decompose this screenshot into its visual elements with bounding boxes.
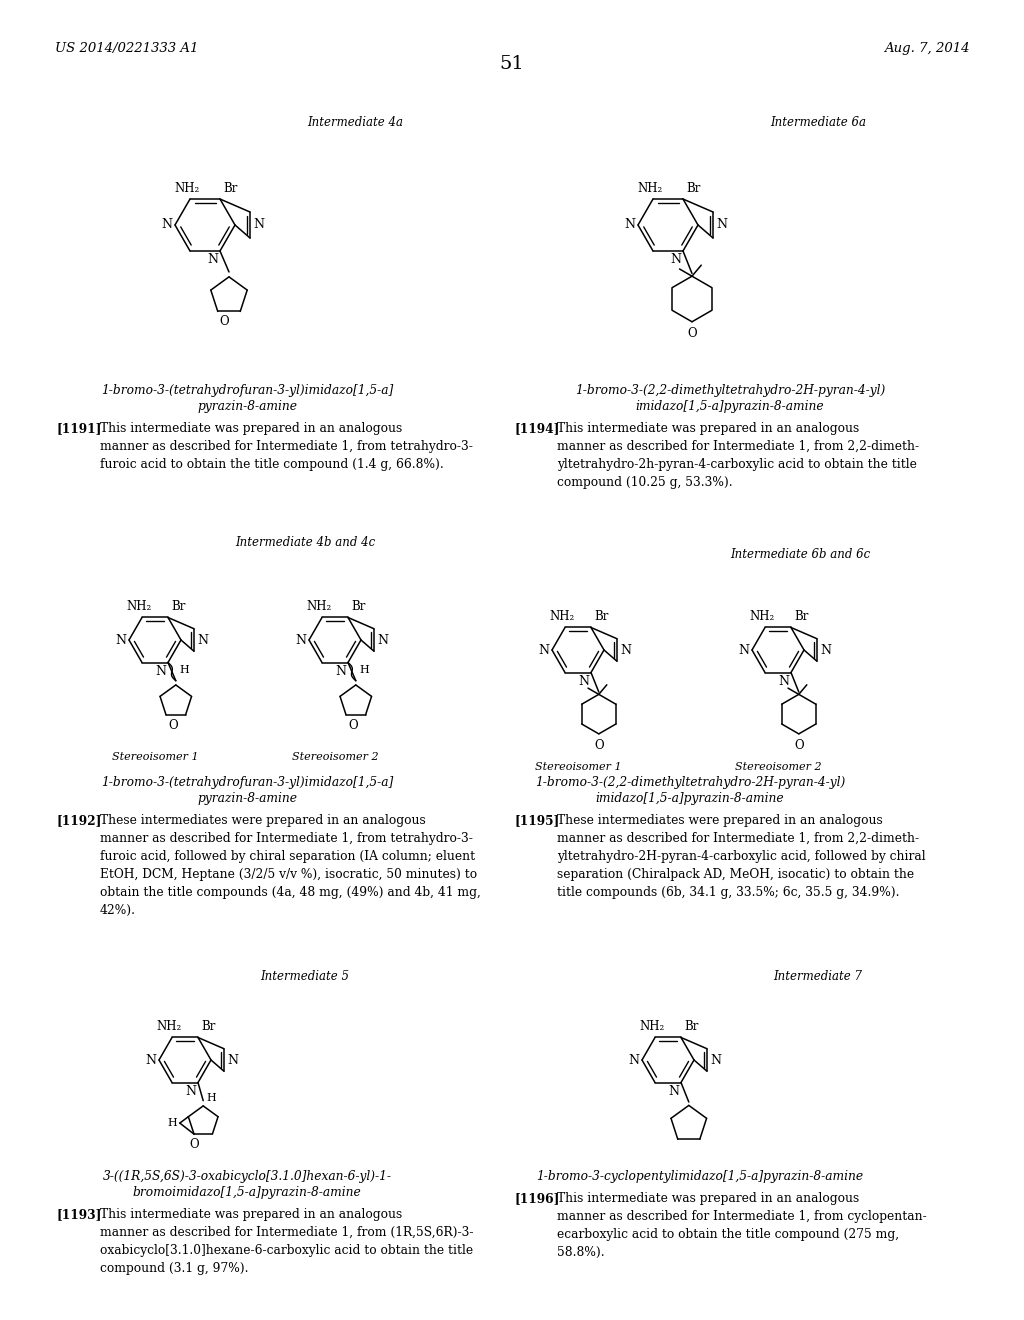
Text: Br: Br xyxy=(686,182,700,195)
Text: These intermediates were prepared in an analogous
manner as described for Interm: These intermediates were prepared in an … xyxy=(557,814,926,899)
Text: H: H xyxy=(206,1093,216,1104)
Text: O: O xyxy=(594,739,603,752)
Text: NH₂: NH₂ xyxy=(126,601,152,614)
Text: Br: Br xyxy=(201,1020,215,1034)
Text: This intermediate was prepared in an analogous
manner as described for Intermedi: This intermediate was prepared in an ana… xyxy=(557,422,920,488)
Text: 51: 51 xyxy=(500,55,524,73)
Text: Intermediate 5: Intermediate 5 xyxy=(260,970,349,983)
Text: pyrazin-8-amine: pyrazin-8-amine xyxy=(197,400,297,413)
Text: This intermediate was prepared in an analogous
manner as described for Intermedi: This intermediate was prepared in an ana… xyxy=(557,1192,927,1259)
Text: N: N xyxy=(778,675,790,688)
Text: Intermediate 4a: Intermediate 4a xyxy=(307,116,403,129)
Text: N: N xyxy=(628,1053,639,1067)
Text: NH₂: NH₂ xyxy=(549,610,574,623)
Text: O: O xyxy=(168,719,178,731)
Text: 1-bromo-3-cyclopentylimidazo[1,5-a]pyrazin-8-amine: 1-bromo-3-cyclopentylimidazo[1,5-a]pyraz… xyxy=(537,1170,863,1183)
Text: O: O xyxy=(794,739,804,752)
Text: 1-bromo-3-(tetrahydrofuran-3-yl)imidazo[1,5-a]: 1-bromo-3-(tetrahydrofuran-3-yl)imidazo[… xyxy=(101,384,393,397)
Text: N: N xyxy=(716,219,727,231)
Text: Br: Br xyxy=(684,1020,698,1034)
Text: Intermediate 7: Intermediate 7 xyxy=(773,970,862,983)
Text: Intermediate 6b and 6c: Intermediate 6b and 6c xyxy=(730,548,870,561)
Text: This intermediate was prepared in an analogous
manner as described for Intermedi: This intermediate was prepared in an ana… xyxy=(100,1208,473,1275)
Text: Br: Br xyxy=(351,601,366,614)
Text: O: O xyxy=(348,719,357,731)
Text: N: N xyxy=(185,1085,196,1097)
Text: 1-bromo-3-(2,2-dimethyltetrahydro-2H-pyran-4-yl): 1-bromo-3-(2,2-dimethyltetrahydro-2H-pyr… xyxy=(535,776,845,789)
Text: Br: Br xyxy=(594,610,608,623)
Text: Intermediate 4b and 4c: Intermediate 4b and 4c xyxy=(234,536,375,549)
Text: Intermediate 6a: Intermediate 6a xyxy=(770,116,866,129)
Text: [1193]: [1193] xyxy=(56,1208,101,1221)
Text: Stereoisomer 1: Stereoisomer 1 xyxy=(112,752,199,762)
Text: N: N xyxy=(578,675,589,688)
Text: 1-bromo-3-(tetrahydrofuran-3-yl)imidazo[1,5-a]: 1-bromo-3-(tetrahydrofuran-3-yl)imidazo[… xyxy=(101,776,393,789)
Text: Stereoisomer 1: Stereoisomer 1 xyxy=(535,762,622,772)
Text: pyrazin-8-amine: pyrazin-8-amine xyxy=(197,792,297,805)
Text: N: N xyxy=(197,634,208,647)
Text: Br: Br xyxy=(223,182,238,195)
Text: imidazo[1,5-a]pyrazin-8-amine: imidazo[1,5-a]pyrazin-8-amine xyxy=(596,792,784,805)
Text: N: N xyxy=(115,634,126,647)
Text: N: N xyxy=(377,634,388,647)
Text: N: N xyxy=(335,664,346,677)
Text: 3-((1R,5S,6S)-3-oxabicyclo[3.1.0]hexan-6-yl)-1-: 3-((1R,5S,6S)-3-oxabicyclo[3.1.0]hexan-6… xyxy=(102,1170,391,1183)
Text: H: H xyxy=(167,1118,177,1129)
Text: N: N xyxy=(710,1053,721,1067)
Text: N: N xyxy=(538,644,549,656)
Text: bromoimidazo[1,5-a]pyrazin-8-amine: bromoimidazo[1,5-a]pyrazin-8-amine xyxy=(133,1185,361,1199)
Text: [1196]: [1196] xyxy=(514,1192,559,1205)
Text: These intermediates were prepared in an analogous
manner as described for Interm: These intermediates were prepared in an … xyxy=(100,814,481,917)
Text: Br: Br xyxy=(171,601,185,614)
Text: Stereoisomer 2: Stereoisomer 2 xyxy=(292,752,378,762)
Text: [1191]: [1191] xyxy=(56,422,101,436)
Text: N: N xyxy=(253,219,264,231)
Text: NH₂: NH₂ xyxy=(639,1020,665,1034)
Text: O: O xyxy=(220,315,229,329)
Text: NH₂: NH₂ xyxy=(750,610,774,623)
Text: N: N xyxy=(620,644,631,656)
Text: N: N xyxy=(624,219,635,231)
Text: NH₂: NH₂ xyxy=(157,1020,181,1034)
Text: [1192]: [1192] xyxy=(56,814,101,828)
Text: O: O xyxy=(687,327,696,339)
Text: Aug. 7, 2014: Aug. 7, 2014 xyxy=(885,42,970,55)
Text: NH₂: NH₂ xyxy=(637,182,663,195)
Text: 1-bromo-3-(2,2-dimethyltetrahydro-2H-pyran-4-yl): 1-bromo-3-(2,2-dimethyltetrahydro-2H-pyr… xyxy=(574,384,885,397)
Text: imidazo[1,5-a]pyrazin-8-amine: imidazo[1,5-a]pyrazin-8-amine xyxy=(636,400,824,413)
Text: N: N xyxy=(161,219,172,231)
Text: Stereoisomer 2: Stereoisomer 2 xyxy=(734,762,821,772)
Text: NH₂: NH₂ xyxy=(174,182,200,195)
Text: N: N xyxy=(227,1053,238,1067)
Text: N: N xyxy=(295,634,306,647)
Text: N: N xyxy=(207,253,218,267)
Text: O: O xyxy=(189,1138,199,1151)
Text: This intermediate was prepared in an analogous
manner as described for Intermedi: This intermediate was prepared in an ana… xyxy=(100,422,473,471)
Text: N: N xyxy=(145,1053,156,1067)
Text: NH₂: NH₂ xyxy=(306,601,332,614)
Text: [1195]: [1195] xyxy=(514,814,559,828)
Text: H: H xyxy=(180,665,189,676)
Text: N: N xyxy=(738,644,749,656)
Text: [1194]: [1194] xyxy=(514,422,559,436)
Text: N: N xyxy=(670,253,681,267)
Text: N: N xyxy=(155,664,166,677)
Text: N: N xyxy=(820,644,831,656)
Text: US 2014/0221333 A1: US 2014/0221333 A1 xyxy=(55,42,199,55)
Text: N: N xyxy=(668,1085,679,1097)
Text: Br: Br xyxy=(794,610,808,623)
Text: H: H xyxy=(359,665,370,676)
